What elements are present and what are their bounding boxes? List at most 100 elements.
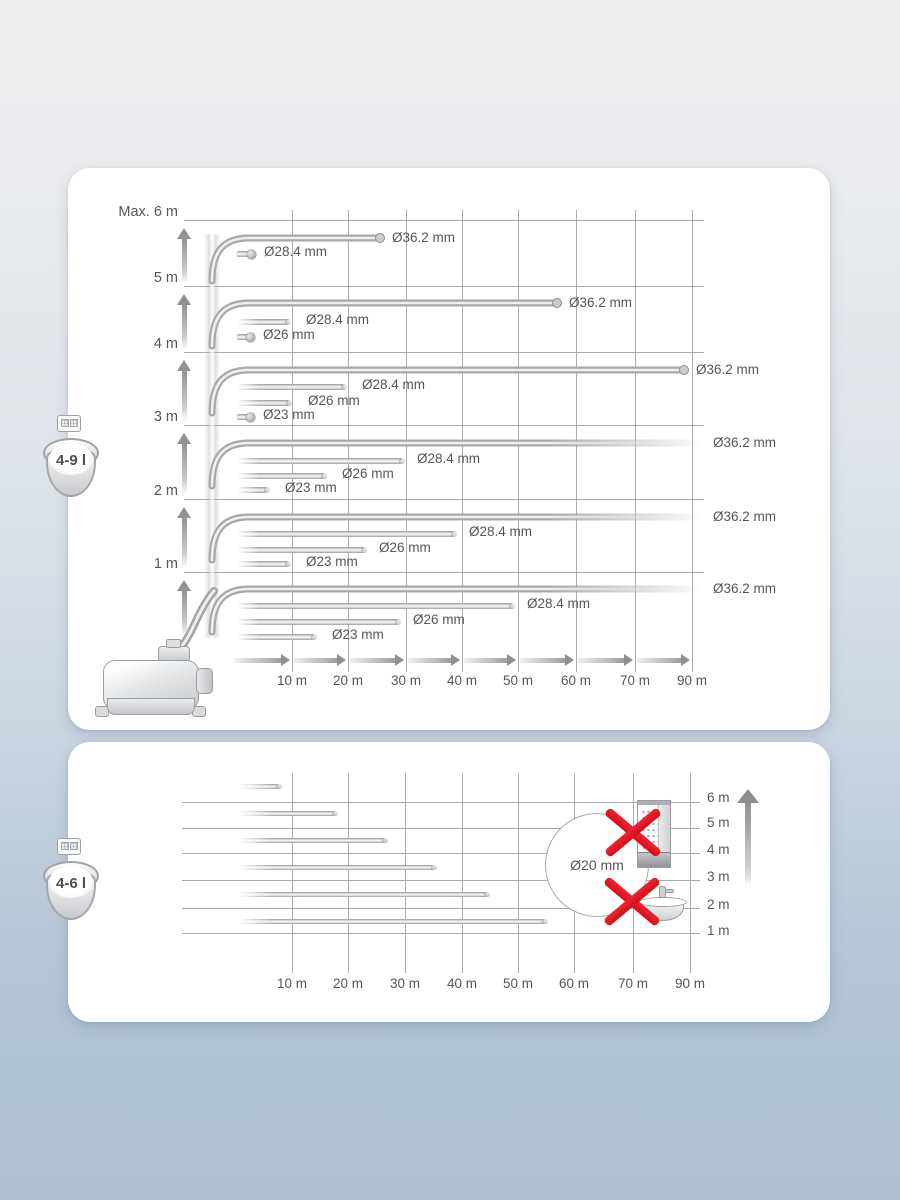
head-gridline [184, 572, 704, 573]
distance-arrow-right-icon [294, 957, 346, 970]
dual-flush-button-icon [57, 415, 81, 432]
tank-capacity-label: 4-9 l [55, 452, 86, 469]
pipe-tube [236, 559, 295, 569]
distance-arrow-right-icon [464, 957, 516, 970]
pipe-diameter-label: Ø23 mm [285, 480, 337, 495]
distance-label: 70 m [617, 976, 648, 991]
pipe-run-bar [238, 890, 494, 899]
distance-gridline [462, 773, 463, 973]
distance-label: 90 m [676, 673, 707, 688]
pipe-tube [236, 332, 255, 342]
distance-arrow-right-icon [408, 957, 460, 970]
pipe-diameter-label: Ø28.4 mm [264, 244, 328, 259]
head-gridline [182, 933, 700, 934]
lift-arrow-up-icon [177, 580, 192, 636]
pipe-diameter-label: Ø36.2 mm [696, 362, 760, 377]
pipe-diameter-label: Ø28.4 mm [306, 312, 370, 327]
pipe-tube [236, 382, 351, 392]
pipe-tube [236, 412, 255, 422]
tank-capacity-label: 4-6 l [55, 875, 86, 892]
distance-label: 90 m [674, 976, 705, 991]
discharge-riser-pipe [204, 234, 220, 638]
distance-gridline [518, 773, 519, 973]
head-label: 5 m [707, 815, 730, 830]
head-label: 1 m [153, 556, 178, 572]
pipe-run-bar [238, 917, 552, 926]
distance-gridline [405, 773, 406, 973]
head-gridline [184, 220, 704, 221]
distance-arrow-right-icon [350, 654, 404, 667]
distance-arrow-right-icon [578, 654, 633, 667]
toilet-cistern-icon: 4-9 l [42, 438, 100, 500]
pipe-diameter-label: Ø28.4 mm [417, 451, 481, 466]
head-gridline [182, 853, 700, 854]
toilet-cistern-icon: 4-6 l [42, 861, 100, 923]
distance-label: 40 m [446, 673, 477, 688]
pipe-tube [236, 471, 331, 481]
distance-label: 60 m [558, 976, 589, 991]
distance-label: 40 m [446, 976, 477, 991]
pipe-diameter-label: Ø26 mm [342, 466, 394, 481]
head-label: 5 m [153, 270, 178, 286]
distance-label: 10 m [276, 976, 307, 991]
distance-arrow-right-icon [520, 957, 574, 970]
pipe-diameter-label: Ø26 mm [263, 327, 315, 342]
head-label: 6 m [707, 790, 730, 805]
head-label: 2 m [707, 897, 730, 912]
pipe-diameter-label: Ø20 mm [570, 857, 624, 873]
lift-arrow-up-icon [177, 433, 192, 494]
washbasin-icon [639, 886, 687, 924]
distance-label: 50 m [502, 673, 533, 688]
pipe-run-bar [238, 863, 441, 872]
distance-label: 30 m [389, 976, 420, 991]
top-diagram-panel: Max. 6 m 5 m 4 m 3 m 2 m 1 m [68, 168, 830, 730]
distance-arrow-right-icon [235, 957, 290, 970]
distance-arrow-right-icon [235, 654, 290, 667]
distance-gridline [348, 773, 349, 973]
head-gridline [182, 828, 700, 829]
head-gridline [184, 499, 704, 500]
head-gridline [182, 880, 700, 881]
head-label: 3 m [707, 869, 730, 884]
distance-gridline [690, 773, 691, 973]
pipe-diameter-label: Ø36.2 mm [392, 230, 456, 245]
pipe-tube [236, 317, 295, 327]
distance-label: 70 m [619, 673, 650, 688]
pipe-diameter-label: Ø36.2 mm [713, 581, 777, 596]
pipe-diameter-label: Ø28.4 mm [362, 377, 426, 392]
head-gridline [182, 908, 700, 909]
pipe-diameter-label: Ø36.2 mm [713, 435, 777, 450]
distance-gridline [518, 210, 519, 672]
distance-arrow-right-icon [294, 654, 346, 667]
pipe-diameter-label: Ø26 mm [413, 612, 465, 627]
distance-label: 20 m [332, 673, 363, 688]
not-allowed-x-icon [603, 874, 661, 928]
lift-arrow-shaft [745, 802, 751, 884]
head-label: 3 m [153, 409, 178, 425]
distance-arrow-right-icon [408, 654, 460, 667]
distance-gridline [692, 210, 693, 672]
distance-label: 60 m [560, 673, 591, 688]
pipe-run-bar [238, 836, 392, 845]
pipe-diameter-label: Ø28.4 mm [527, 596, 591, 611]
pipe-diameter-label: Ø23 mm [263, 407, 315, 422]
distance-label: 20 m [332, 976, 363, 991]
pipe-diameter-label: Ø26 mm [308, 393, 360, 408]
lift-arrow-up-icon [177, 507, 192, 567]
pipe-tube [236, 632, 321, 642]
pipe-tube [236, 545, 371, 555]
max-head-label: Max. 6 m [118, 204, 178, 220]
bottom-diagram-panel: Ø20 mm 6 m 5 m 4 m 3 m 2 m 1 m 10 m 20 m [68, 742, 830, 1022]
head-gridline [182, 802, 700, 803]
pipe-run-bar [238, 782, 286, 791]
distance-arrow-right-icon [578, 957, 633, 970]
pipe-run-bar [238, 809, 342, 818]
pipe-tube [236, 601, 519, 611]
distance-arrow-right-icon [637, 957, 690, 970]
pipe-diameter-label: Ø28.4 mm [469, 524, 533, 539]
distance-arrow-right-icon [520, 654, 574, 667]
distance-label: 50 m [502, 976, 533, 991]
distance-arrow-right-icon [350, 957, 404, 970]
pipe-diameter-label: Ø36.2 mm [569, 295, 633, 310]
